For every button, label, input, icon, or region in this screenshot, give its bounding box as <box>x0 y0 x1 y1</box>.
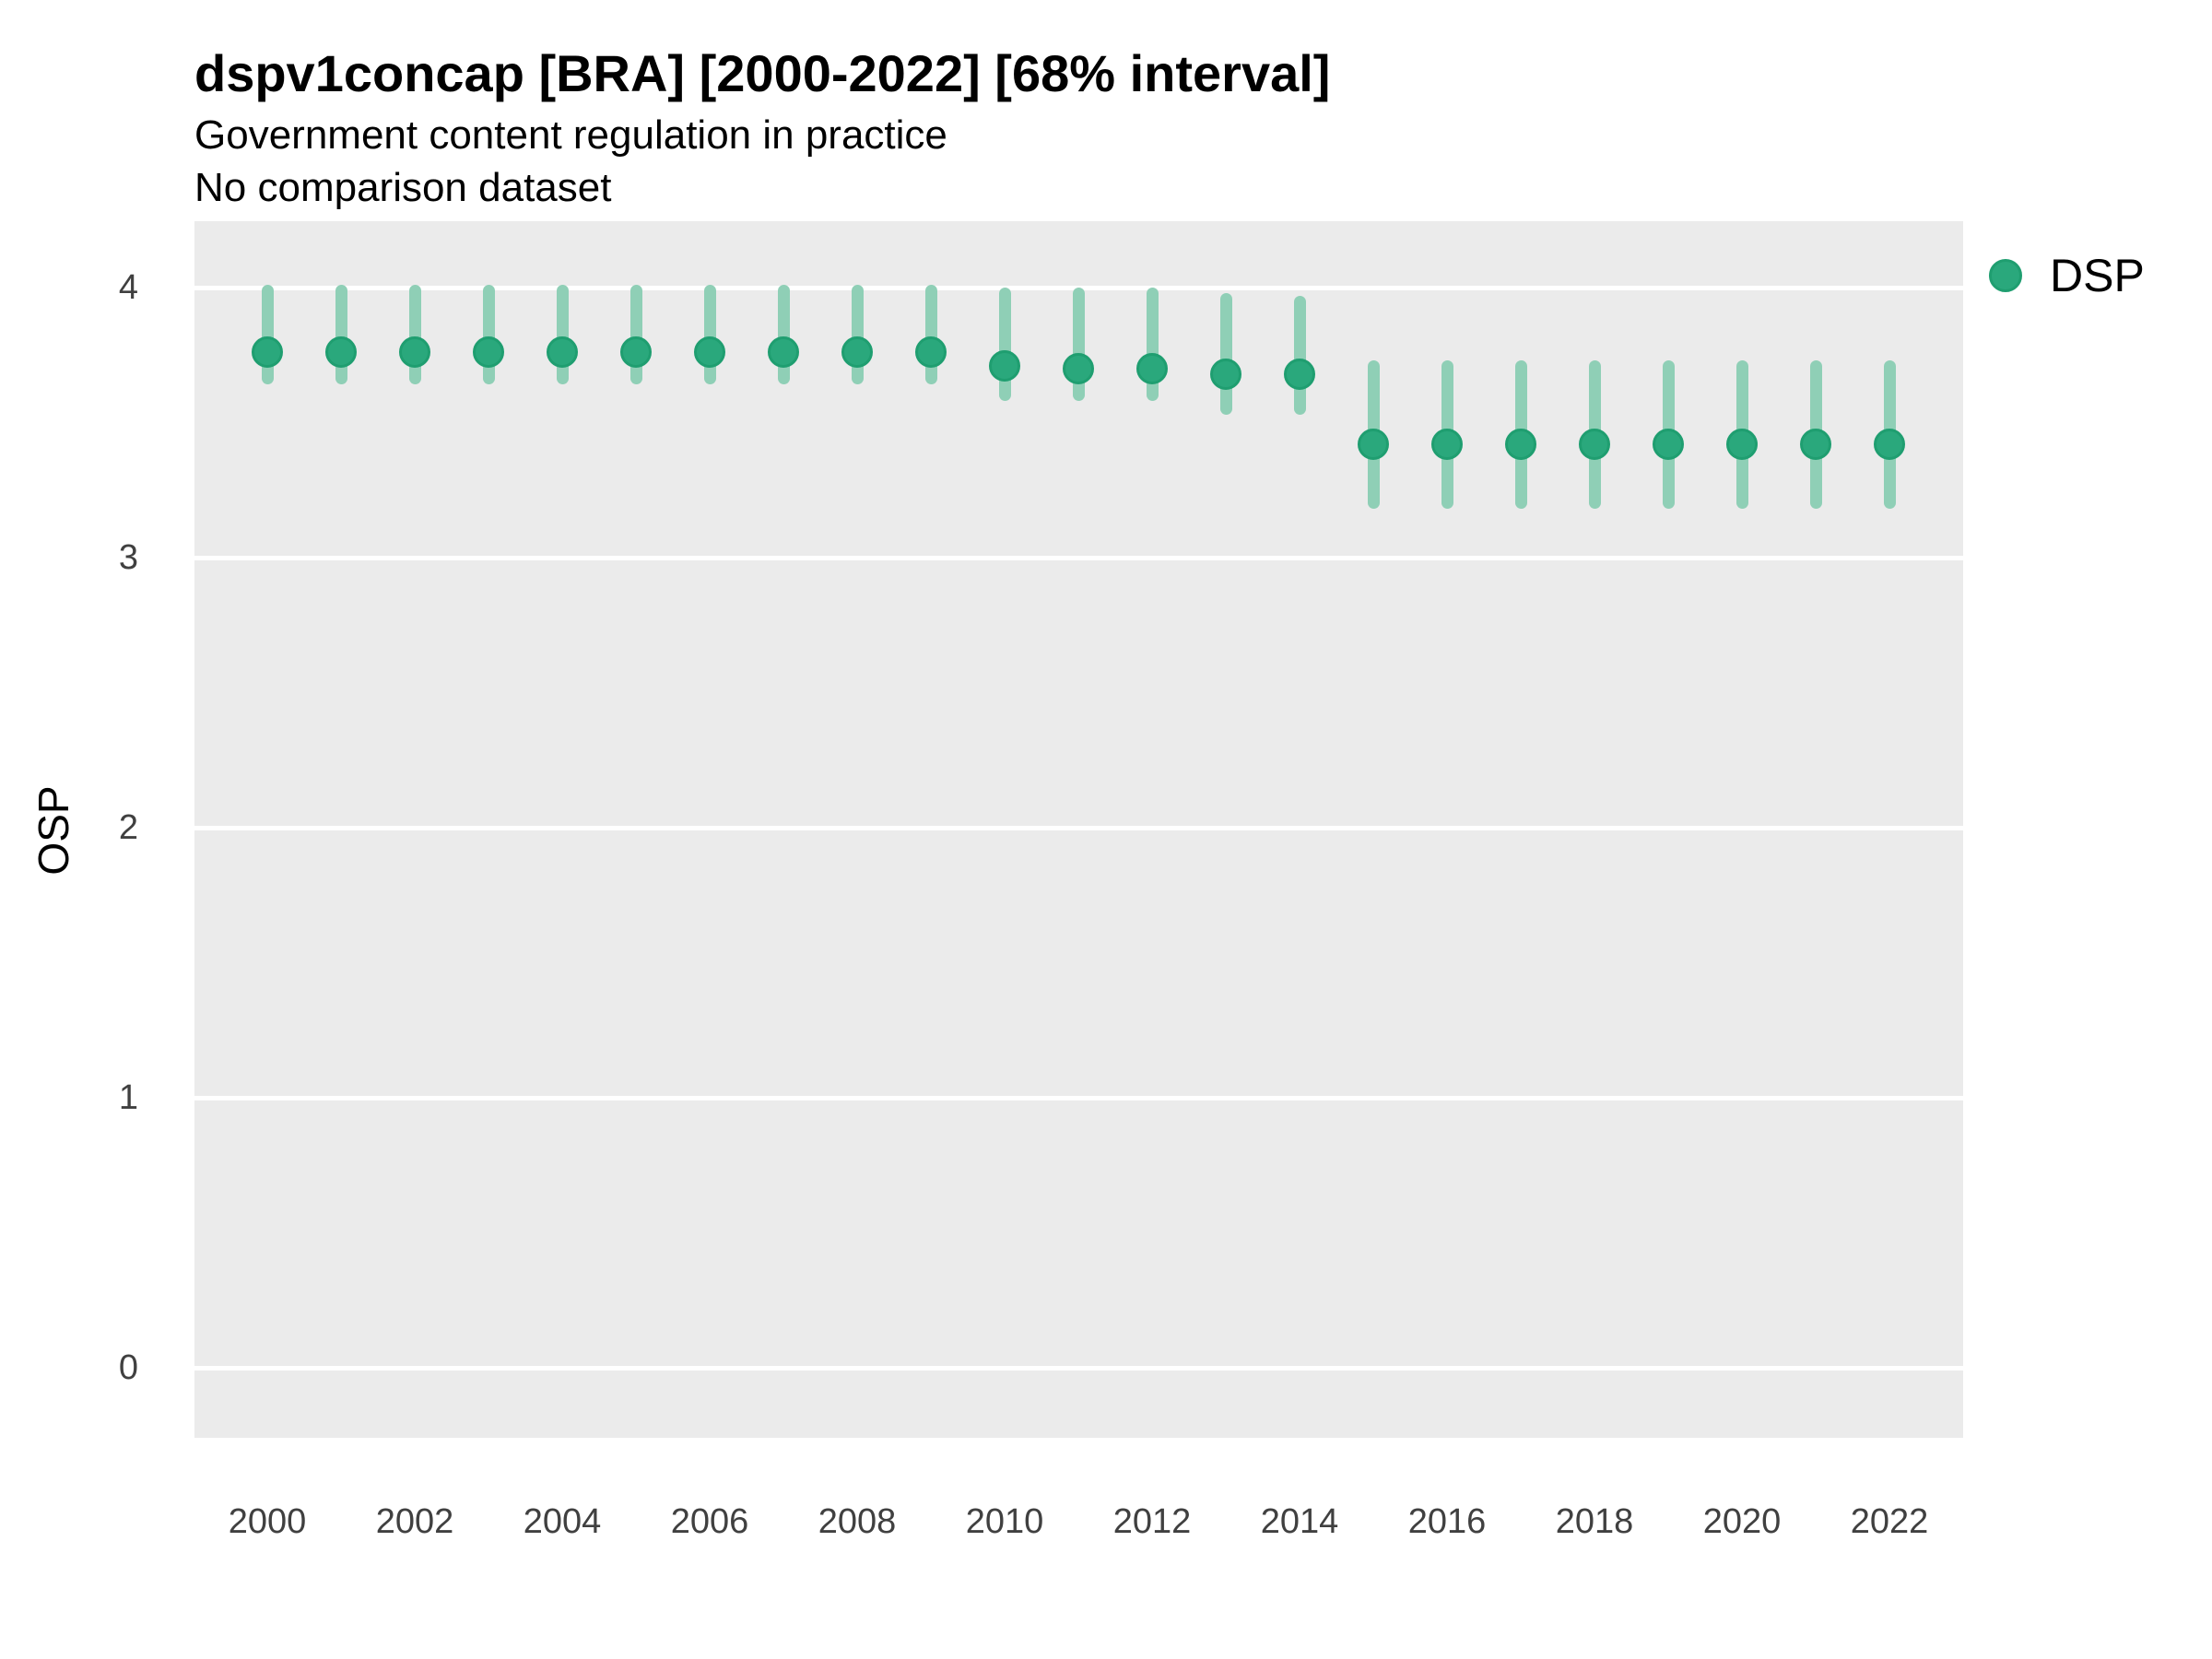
x-tick-label-2022: 2022 <box>1850 1502 1929 1541</box>
point-DSP-2019 <box>1653 428 1684 460</box>
point-DSP-2021 <box>1800 428 1831 460</box>
plot-panel <box>194 221 1963 1438</box>
point-DSP-2004 <box>547 336 578 369</box>
interval-DSP-2013 <box>1219 292 1232 415</box>
point-DSP-2006 <box>694 336 725 369</box>
x-tick-label-2000: 2000 <box>228 1502 307 1541</box>
interval-DSP-2004 <box>556 285 569 385</box>
y-tick-label-3: 3 <box>118 538 138 577</box>
interval-DSP-2009 <box>924 285 937 385</box>
chart-subtitle: Government content regulation in practic… <box>194 109 947 214</box>
interval-DSP-2008 <box>851 285 864 385</box>
point-DSP-2008 <box>841 336 873 369</box>
interval-DSP-2001 <box>335 285 347 385</box>
point-DSP-2022 <box>1874 428 1905 460</box>
y-tick-label-4: 4 <box>118 268 138 307</box>
point-DSP-2012 <box>1136 352 1168 384</box>
x-tick-label-2010: 2010 <box>965 1502 1044 1541</box>
y-tick-label-2: 2 <box>118 808 138 847</box>
x-tick-label-2016: 2016 <box>1407 1502 1487 1541</box>
point-DSP-2017 <box>1505 428 1536 460</box>
interval-DSP-2006 <box>703 285 716 385</box>
point-DSP-2005 <box>620 336 652 369</box>
legend-label: DSP <box>2050 250 2145 301</box>
gridline-y-3 <box>194 555 1963 560</box>
gridline-y-0 <box>194 1365 1963 1371</box>
point-DSP-2001 <box>325 336 357 369</box>
interval-DSP-2005 <box>629 285 642 385</box>
chart-subtitle-line-2: No comparison dataset <box>194 165 612 210</box>
y-tick-label-1: 1 <box>118 1078 138 1117</box>
x-tick-label-2018: 2018 <box>1555 1502 1634 1541</box>
x-tick-label-2020: 2020 <box>1702 1502 1782 1541</box>
x-tick-label-2004: 2004 <box>523 1502 602 1541</box>
gridline-y-1 <box>194 1095 1963 1100</box>
point-DSP-2007 <box>768 336 799 369</box>
point-DSP-2020 <box>1726 428 1758 460</box>
point-DSP-2000 <box>252 336 283 369</box>
point-DSP-2016 <box>1431 428 1463 460</box>
point-DSP-2018 <box>1579 428 1610 460</box>
chart-title: dspv1concap [BRA] [2000-2022] [68% inter… <box>194 44 1331 102</box>
point-DSP-2002 <box>399 336 430 369</box>
gridline-y-2 <box>194 825 1963 830</box>
chart-subtitle-line-1: Government content regulation in practic… <box>194 112 947 158</box>
interval-DSP-2003 <box>482 285 495 385</box>
x-tick-label-2012: 2012 <box>1112 1502 1192 1541</box>
y-tick-label-0: 0 <box>118 1348 138 1387</box>
point-DSP-2003 <box>473 336 504 369</box>
interval-DSP-2014 <box>1293 295 1306 415</box>
interval-DSP-2002 <box>408 285 421 385</box>
x-tick-label-2002: 2002 <box>375 1502 454 1541</box>
x-tick-label-2008: 2008 <box>818 1502 897 1541</box>
legend-point-icon <box>1989 259 2022 292</box>
interval-DSP-2000 <box>261 285 274 385</box>
point-DSP-2015 <box>1358 428 1389 460</box>
point-DSP-2011 <box>1063 352 1094 384</box>
point-DSP-2014 <box>1284 358 1315 390</box>
point-DSP-2010 <box>989 349 1020 382</box>
interval-DSP-2007 <box>777 285 790 385</box>
point-DSP-2009 <box>915 336 947 369</box>
interval-DSP-2010 <box>998 288 1011 402</box>
x-tick-label-2006: 2006 <box>670 1502 749 1541</box>
legend: DSP <box>1989 253 2145 299</box>
point-DSP-2013 <box>1210 358 1241 390</box>
x-tick-label-2014: 2014 <box>1260 1502 1339 1541</box>
